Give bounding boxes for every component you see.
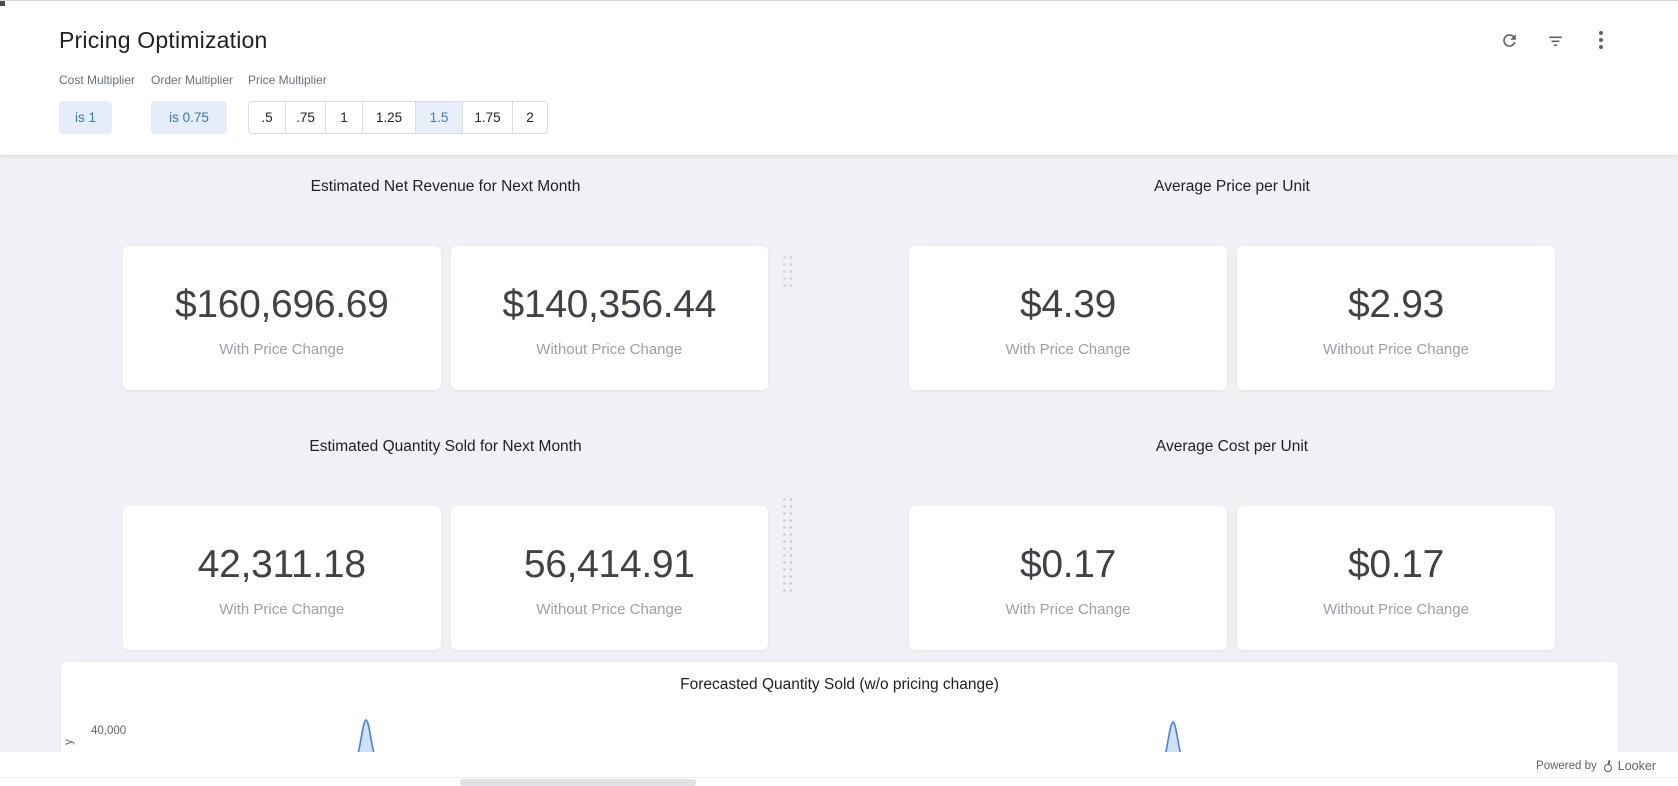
order-multiplier-chip[interactable]: is 0.75 (151, 101, 227, 134)
y-axis-label-fragment: y (62, 739, 75, 745)
kpi-label: Without Price Change (536, 600, 683, 618)
filter-icon[interactable] (1544, 29, 1566, 51)
filter-label-order-multiplier: Order Multiplier (151, 73, 234, 87)
price-multiplier-option-0.5[interactable]: .5 (249, 102, 286, 133)
footer-divider (0, 777, 1678, 778)
kpi-label: Without Price Change (536, 340, 683, 358)
kpi-card-avg-price-with-change: $4.39 With Price Change (909, 246, 1227, 390)
price-multiplier-option-0.75[interactable]: .75 (286, 102, 326, 133)
price-multiplier-option-1[interactable]: 1 (326, 102, 363, 133)
looker-brand-text: Looker (1617, 759, 1656, 773)
kpi-value: $0.17 (1019, 542, 1117, 586)
looker-logo-icon (1603, 759, 1615, 772)
kpi-group-title: Average Cost per Unit (1155, 438, 1309, 455)
header-actions (1498, 29, 1612, 51)
price-multiplier-option-2[interactable]: 2 (513, 102, 547, 133)
kpi-card-quantity-without-change: 56,414.91 Without Price Change (450, 506, 768, 650)
kpi-card-net-revenue-with-change: $160,696.69 With Price Change (123, 246, 441, 390)
kpi-label: With Price Change (1005, 340, 1131, 358)
kpi-label: With Price Change (219, 340, 345, 358)
kpi-group-net-revenue: Estimated Net Revenue for Next Month $16… (123, 178, 768, 390)
filter-controls-row: is 1 is 0.75 .5 .75 1 1.25 1.5 1.75 2 (0, 101, 1678, 134)
price-multiplier-option-1.25[interactable]: 1.25 (363, 102, 416, 133)
kpi-value: $160,696.69 (174, 282, 389, 326)
kpi-card-avg-cost-with-change: $0.17 With Price Change (909, 506, 1227, 650)
kpi-label: Without Price Change (1323, 600, 1469, 618)
y-axis-tick-40000: 40,000 (91, 725, 127, 737)
kpi-card-avg-price-without-change: $2.93 Without Price Change (1237, 246, 1555, 390)
grid-drag-dots (781, 496, 794, 592)
kpi-group-title: Average Price per Unit (1154, 178, 1310, 195)
kpi-value: $2.93 (1347, 282, 1445, 326)
kpi-card-quantity-with-change: 42,311.18 With Price Change (123, 506, 441, 650)
chart-title: Forecasted Quantity Sold (w/o pricing ch… (680, 676, 999, 693)
kpi-label: With Price Change (219, 600, 345, 618)
more-options-icon[interactable] (1590, 29, 1612, 51)
cost-multiplier-chip[interactable]: is 1 (59, 101, 112, 134)
looker-link[interactable]: Looker (1603, 759, 1656, 773)
powered-by: Powered by Looker (1536, 759, 1656, 773)
refresh-icon[interactable] (1498, 29, 1520, 51)
kpi-value: 42,311.18 (197, 542, 366, 586)
kpi-group-quantity-sold: Estimated Quantity Sold for Next Month 4… (123, 438, 768, 650)
price-multiplier-option-1.5-selected[interactable]: 1.5 (416, 102, 463, 133)
kpi-value: $0.17 (1347, 542, 1445, 586)
kpi-value: 56,414.91 (523, 542, 695, 586)
filter-labels-row: Cost Multiplier Order Multiplier Price M… (0, 73, 1678, 89)
kpi-group-avg-price: Average Price per Unit $4.39 With Price … (909, 178, 1555, 390)
powered-by-text: Powered by (1536, 760, 1597, 772)
kpi-label: Without Price Change (1323, 340, 1469, 358)
dashboard-header: Pricing Optimization Cost Multiplier Ord… (0, 0, 1678, 155)
kpi-card-net-revenue-without-change: $140,356.44 Without Price Change (450, 246, 768, 390)
kpi-group-avg-cost: Average Cost per Unit $0.17 With Price C… (909, 438, 1555, 650)
price-multiplier-button-group: .5 .75 1 1.25 1.5 1.75 2 (248, 101, 548, 134)
kpi-label: With Price Change (1005, 600, 1131, 618)
filter-label-cost-multiplier: Cost Multiplier (59, 73, 136, 87)
kpi-group-title: Estimated Net Revenue for Next Month (310, 178, 581, 195)
kpi-card-avg-cost-without-change: $0.17 Without Price Change (1237, 506, 1555, 650)
kpi-value: $4.39 (1019, 282, 1117, 326)
price-multiplier-option-1.75[interactable]: 1.75 (463, 102, 513, 133)
kpi-group-title: Estimated Quantity Sold for Next Month (309, 438, 582, 455)
horizontal-scrollbar-thumb[interactable] (460, 779, 696, 786)
filter-label-price-multiplier: Price Multiplier (248, 73, 327, 87)
page-title: Pricing Optimization (59, 27, 268, 53)
grid-drag-dots (781, 254, 794, 290)
footer-bar: Powered by Looker (0, 752, 1678, 786)
corner-artifact (0, 1, 5, 6)
kpi-value: $140,356.44 (502, 282, 717, 326)
